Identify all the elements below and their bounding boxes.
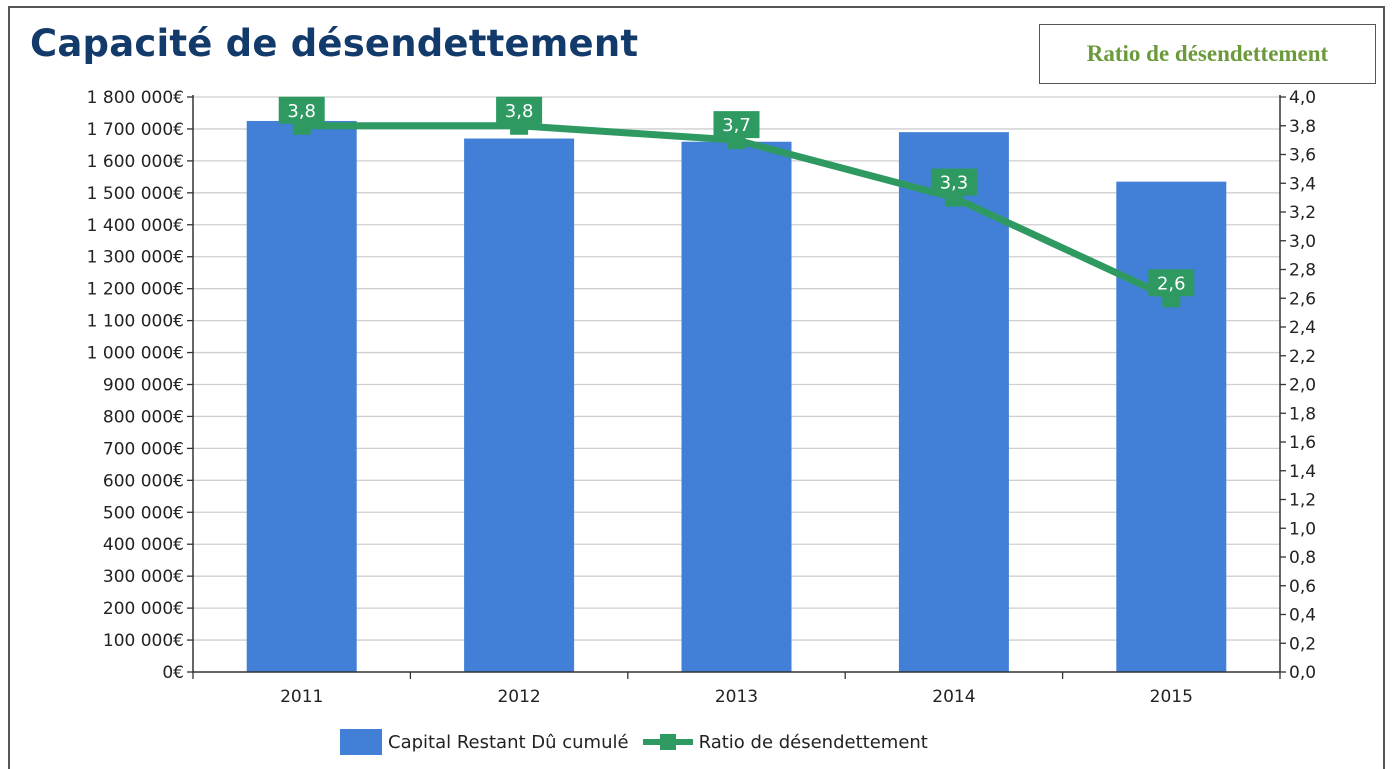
y-left-tick-label: 300 000€ [103, 567, 184, 587]
data-label-box [1148, 269, 1195, 297]
legend-label-line: Ratio de désendettement [698, 731, 928, 753]
y-left-tick-label: 1 200 000€ [87, 280, 184, 300]
y-left-tick-label: 200 000€ [103, 599, 184, 619]
legend-label-bar: Capital Restant Dû cumulé [388, 731, 629, 753]
y-right-tick-label: 3,0 [1289, 232, 1316, 252]
bar-2013 [681, 141, 792, 672]
chart-legend: Capital Restant Dû cumulé Ratio de désen… [340, 722, 928, 762]
y-right-tick-label: 3,2 [1289, 203, 1316, 223]
bar-2011 [246, 120, 357, 673]
y-left-tick-label: 1 300 000€ [87, 248, 184, 268]
page-title: Capacité de désendettement [30, 22, 639, 65]
legend-item-line[interactable]: Ratio de désendettement [642, 729, 928, 755]
y-right-tick-label: 1,2 [1289, 491, 1316, 511]
chart-frame [8, 6, 1385, 769]
ratio-badge-label: Ratio de désendettement [1086, 41, 1329, 66]
y-right-tick-label: 0,0 [1289, 663, 1316, 683]
y-left-tick-label: 100 000€ [103, 631, 184, 651]
y-left-tick-label: 1 500 000€ [87, 184, 184, 204]
data-label: 2,6 [1157, 273, 1186, 294]
legend-swatch-line [642, 729, 693, 755]
y-right-tick-label: 3,6 [1289, 146, 1316, 166]
data-label-box [278, 96, 325, 124]
y-right-tick-label: 0,6 [1289, 577, 1316, 597]
y-left-tick-label: 1 100 000€ [87, 312, 184, 332]
y-left-tick-label: 1 400 000€ [87, 216, 184, 236]
legend-item-bar[interactable]: Capital Restant Dû cumulé [340, 729, 629, 755]
y-right-tick-label: 2,6 [1289, 289, 1316, 309]
x-tick-label: 2015 [1150, 687, 1193, 707]
y-left-tick-label: 1 700 000€ [87, 120, 184, 140]
x-tick-label: 2011 [280, 687, 323, 707]
y-right-tick-label: 2,0 [1289, 376, 1316, 396]
data-label-box [496, 96, 543, 124]
data-label: 3,3 [940, 173, 969, 194]
y-left-tick-label: 900 000€ [103, 376, 184, 396]
x-tick-label: 2014 [932, 687, 975, 707]
y-right-tick-label: 3,8 [1289, 117, 1316, 137]
y-left-tick-label: 400 000€ [103, 535, 184, 555]
y-left-tick-label: 1 800 000€ [87, 88, 184, 108]
y-right-tick-label: 2,4 [1289, 318, 1316, 338]
y-right-tick-label: 1,6 [1289, 433, 1316, 453]
legend-swatch-bar [340, 729, 382, 755]
data-label: 3,8 [287, 101, 316, 122]
data-label: 3,7 [722, 115, 751, 136]
y-right-tick-label: 0,2 [1289, 634, 1316, 654]
y-right-tick-label: 1,4 [1289, 462, 1316, 482]
y-left-tick-label: 1 600 000€ [87, 152, 184, 172]
y-left-tick-label: 800 000€ [103, 407, 184, 427]
y-left-tick-label: 1 000 000€ [87, 344, 184, 364]
data-label-box [713, 111, 760, 139]
y-right-tick-label: 3,4 [1289, 174, 1316, 194]
y-right-tick-label: 0,4 [1289, 606, 1316, 626]
data-label: 3,8 [505, 101, 534, 122]
y-right-tick-label: 1,0 [1289, 519, 1316, 539]
y-left-tick-label: 0€ [162, 663, 184, 683]
y-right-tick-label: 2,2 [1289, 347, 1316, 367]
ratio-badge: Ratio de désendettement [1039, 24, 1376, 84]
data-label-box [930, 168, 977, 196]
bar-2014 [898, 132, 1009, 672]
y-right-tick-label: 2,8 [1289, 261, 1316, 281]
y-right-tick-label: 1,8 [1289, 404, 1316, 424]
x-tick-label: 2013 [715, 687, 758, 707]
y-left-tick-label: 600 000€ [103, 471, 184, 491]
y-left-tick-label: 500 000€ [103, 503, 184, 523]
y-left-tick-label: 700 000€ [103, 439, 184, 459]
x-tick-label: 2012 [497, 687, 540, 707]
y-right-tick-label: 4,0 [1289, 88, 1316, 108]
bar-2012 [464, 138, 575, 672]
y-right-tick-label: 0,8 [1289, 548, 1316, 568]
bar-2015 [1116, 181, 1227, 672]
